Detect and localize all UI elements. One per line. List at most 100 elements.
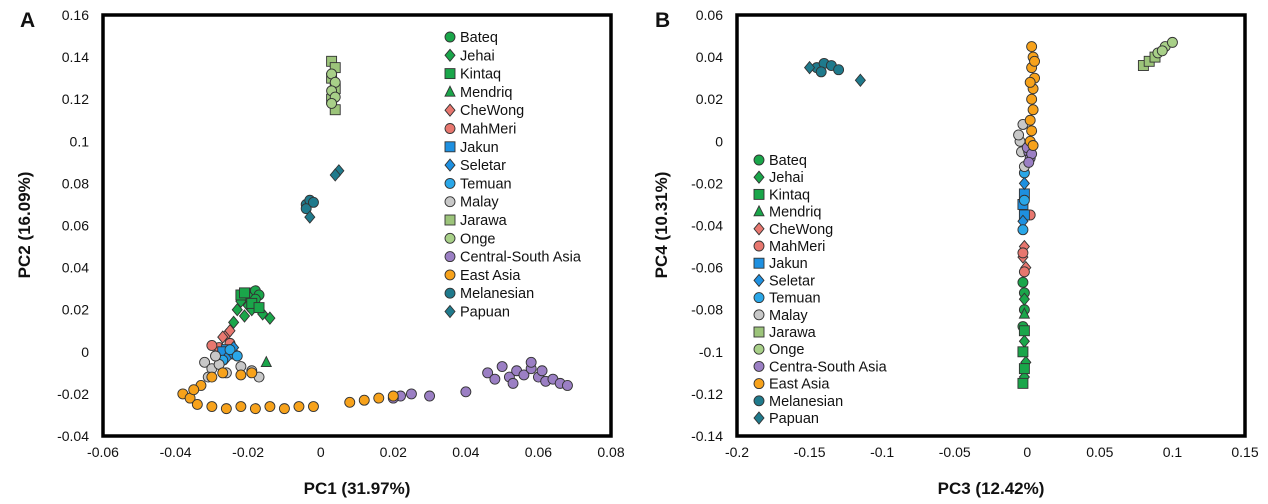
panel-b-point-seletar bbox=[1018, 176, 1030, 191]
panel-a-y-tick-label: 0.1 bbox=[70, 133, 90, 149]
panel-a-point-kintaq bbox=[239, 287, 250, 299]
panel-a-point-jehai bbox=[264, 311, 276, 325]
panel-a-point-east-asia bbox=[235, 401, 247, 412]
panel-b-point-kintaq bbox=[1018, 325, 1030, 337]
panel-a-point-east-asia bbox=[249, 403, 261, 415]
panel-a-point-mahmeri bbox=[206, 340, 218, 351]
panel-a-legend-label-central-south-asia: Central-South Asia bbox=[460, 250, 582, 266]
panel-b-legend-label-mendriq: Mendriq bbox=[769, 205, 821, 221]
panel-b-point-kintaq bbox=[1018, 363, 1030, 375]
panel-a-x-tick-label: 0.04 bbox=[452, 444, 479, 460]
panel-a-point-malay bbox=[210, 350, 221, 362]
panel-b-legend-marker-melanesian bbox=[753, 395, 765, 407]
panel-a-legend-marker-jehai bbox=[444, 48, 456, 63]
panel-b-point-melanesian bbox=[815, 66, 827, 78]
panel-a-point-jehai bbox=[238, 309, 251, 323]
panel-b-plot-frame bbox=[735, 13, 1247, 438]
panel-a-point-chewong bbox=[217, 330, 229, 344]
panel-a-y-tick-label: 0.08 bbox=[62, 175, 89, 191]
panel-a-y-tick-label: -0.04 bbox=[57, 428, 89, 444]
panel-a-point-central-south-asia bbox=[507, 377, 519, 389]
panel-a-point-temuan bbox=[224, 344, 236, 356]
panel-b-legend-marker-seletar bbox=[753, 273, 765, 288]
panel-b-x-tick-label: 0.15 bbox=[1231, 444, 1258, 460]
panel-a-legend-label-melanesian: Melanesian bbox=[460, 286, 534, 302]
panel-b-point-east-asia bbox=[1026, 93, 1038, 105]
panel-a-legend-label-bateq: Bateq bbox=[460, 30, 498, 46]
panel-b-y-tick-label: -0.08 bbox=[691, 302, 723, 318]
panel-a-point-mendriq bbox=[260, 355, 273, 368]
panel-a-legend-label-mendriq: Mendriq bbox=[460, 85, 512, 101]
panel-b-legend-marker-jehai bbox=[753, 170, 765, 184]
panel-a-legend-marker-mendriq bbox=[444, 85, 456, 97]
panel-a-point-central-south-asia bbox=[405, 388, 417, 400]
panel-b-legend-label-centra-south-asia: Centra-South Asia bbox=[769, 359, 888, 375]
panel-a-legend-label-mahmeri: MahMeri bbox=[460, 122, 516, 138]
panel-a-legend-marker-jakun bbox=[444, 141, 456, 153]
panel-b-legend-label-kintaq: Kintaq bbox=[769, 187, 810, 203]
panel-a-point-central-south-asia bbox=[496, 361, 508, 372]
panel-a-legend-marker-central-south-asia bbox=[444, 251, 456, 263]
panel-a-point-onge bbox=[326, 97, 338, 109]
panel-a-point-central-south-asia bbox=[460, 386, 472, 398]
panel-b-legend-label-bateq: Bateq bbox=[769, 153, 807, 169]
panel-a-legend-marker-bateq bbox=[444, 31, 456, 43]
panel-a-x-axis-title: PC1 (31.97%) bbox=[304, 479, 411, 498]
panel-b-y-tick-label: 0.04 bbox=[696, 49, 723, 65]
panel-b-point-temuan bbox=[1018, 194, 1030, 206]
panel-a-point-chewong bbox=[224, 324, 236, 338]
panel-b-legend-label-melanesian: Melanesian bbox=[769, 394, 843, 410]
panel-b-point-papuan bbox=[803, 60, 816, 75]
panel-b-legend-label-seletar: Seletar bbox=[769, 273, 815, 289]
panel-b-y-tick-label: -0.06 bbox=[691, 260, 723, 276]
panel-b-point-east-asia bbox=[1024, 114, 1036, 126]
panel-a-point-central-south-asia bbox=[489, 373, 501, 385]
panel-a-y-ticks: -0.04 -0.02 0 0.02 0.04 0.06 0.08 0.1 0.12 0.14 0.… bbox=[57, 7, 89, 444]
panel-b-y-tick-label: -0.04 bbox=[691, 218, 723, 234]
panel-a-legend-marker-kintaq bbox=[444, 68, 456, 80]
panel-a-point-central-south-asia bbox=[536, 365, 548, 377]
panel-b-legend-marker-temuan bbox=[753, 292, 765, 304]
panel-a-y-tick-label: 0.04 bbox=[62, 260, 89, 276]
panel-b: B PC3 (12.42%) PC4 (10.31%) -0.2 -0.15 -0.… bbox=[652, 7, 1259, 498]
panel-b-legend-label-chewong: CheWong bbox=[769, 222, 833, 238]
panel-a-legend-marker-melanesian bbox=[444, 287, 456, 299]
panel-a-legend-label-papuan: Papuan bbox=[460, 305, 510, 321]
panel-b-point-mahmeri bbox=[1017, 247, 1029, 259]
panel-a-y-tick-label: 0 bbox=[81, 344, 89, 360]
panel-b-point-temuan bbox=[1017, 224, 1029, 236]
panel-a-point-papuan bbox=[304, 210, 316, 224]
panel-b-point-onge bbox=[1156, 45, 1168, 57]
panel-b-point-east-asia bbox=[1026, 125, 1038, 137]
panel-b-y-tick-label: 0 bbox=[715, 133, 723, 149]
panel-b-legend-label-east-asia: East Asia bbox=[769, 377, 830, 393]
panel-b-legend-marker-mahmeri bbox=[753, 240, 765, 252]
panel-b-x-tick-label: -0.05 bbox=[939, 444, 971, 460]
panel-b-legend-marker-jarawa bbox=[753, 326, 765, 338]
panel-b-point-papuan bbox=[854, 73, 866, 87]
panel-a-point-east-asia bbox=[246, 367, 258, 379]
panel-a-point-jehai bbox=[231, 302, 243, 317]
panel-a-point-central-south-asia bbox=[562, 380, 573, 391]
panel-b-x-tick-label: 0.05 bbox=[1086, 444, 1113, 460]
panel-a-legend-label-malay: Malay bbox=[460, 195, 499, 211]
panel-a-point-central-south-asia bbox=[424, 390, 436, 402]
panel-b-point-centra-south-asia bbox=[1023, 156, 1035, 168]
panel-b-legend-marker-chewong bbox=[753, 222, 765, 236]
panel-b-point-mendriq bbox=[1018, 307, 1031, 319]
panel-b-x-tick-label: -0.1 bbox=[870, 444, 894, 460]
panel-a-point-east-asia bbox=[217, 367, 229, 379]
panel-a-legend-marker-seletar bbox=[444, 158, 456, 172]
panel-b-legend-label-jakun: Jakun bbox=[769, 256, 808, 272]
panel-a-point-east-asia bbox=[188, 384, 200, 396]
panel-a-legend-label-kintaq: Kintaq bbox=[460, 67, 501, 83]
panel-a-point-melanesian bbox=[300, 203, 312, 215]
panel-b-x-ticks: -0.2 -0.15 -0.1 -0.05 0 0.05 0.1 0.15 bbox=[725, 444, 1259, 460]
panel-a-legend-marker-malay bbox=[444, 196, 456, 208]
panel-a-point-papuan bbox=[329, 168, 341, 182]
panel-a-y-tick-label: 0.14 bbox=[62, 49, 89, 65]
panel-b-point-jehai bbox=[1018, 292, 1030, 306]
